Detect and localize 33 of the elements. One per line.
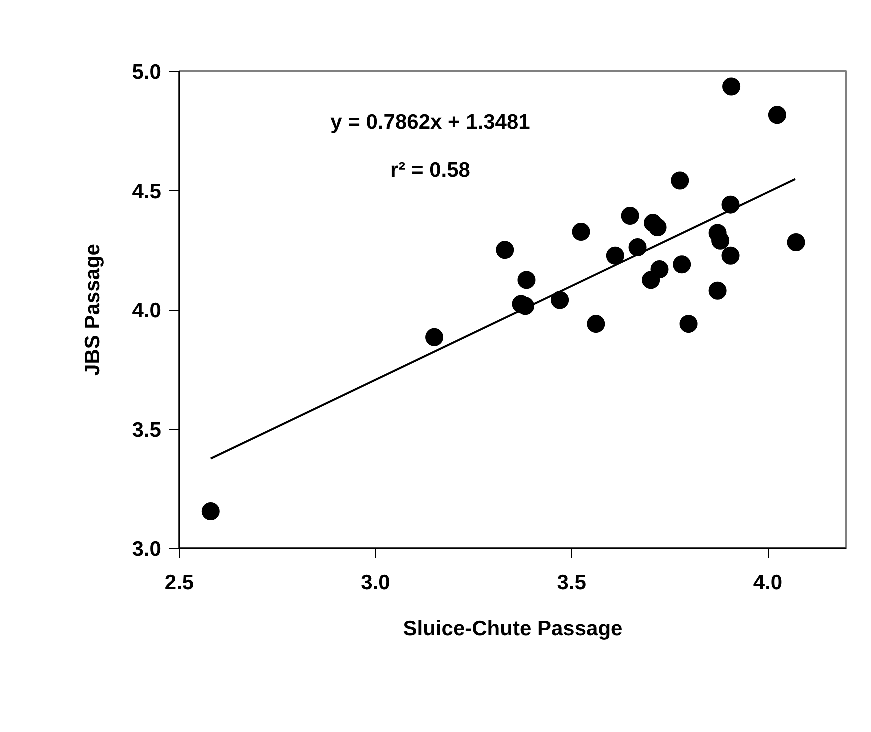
- y-tick-label: 4.0: [132, 300, 162, 322]
- point: [496, 241, 514, 260]
- point: [628, 238, 647, 256]
- point: [708, 282, 727, 300]
- x-tick-label: 4.0: [753, 572, 783, 594]
- point: [642, 271, 660, 290]
- point: [768, 106, 786, 124]
- y-tick-label: 3.5: [132, 418, 162, 442]
- point: [722, 246, 740, 265]
- point: [673, 256, 692, 274]
- point: [787, 234, 806, 252]
- annotation: y = 0.7862x + 1.3481: [330, 111, 531, 134]
- point: [671, 172, 690, 190]
- y-tick-label: 5.0: [132, 61, 162, 84]
- annotation: r² = 0.58: [390, 159, 471, 182]
- x-tick-label: 3.0: [361, 572, 390, 594]
- point: [587, 315, 606, 334]
- point: [572, 223, 590, 241]
- point: [722, 78, 741, 96]
- x-axis-title: Sluice-Chute Passage: [403, 618, 623, 640]
- y-tick-label: 3.0: [132, 538, 162, 561]
- point: [426, 328, 444, 346]
- point: [551, 291, 570, 310]
- point: [621, 207, 640, 226]
- point: [518, 271, 536, 290]
- x-tick-label: 2.5: [164, 572, 194, 594]
- point: [680, 315, 698, 334]
- point: [606, 246, 624, 265]
- y-tick-label: 4.5: [132, 180, 162, 204]
- point: [202, 502, 220, 521]
- point: [648, 218, 667, 236]
- x-tick-label: 3.5: [557, 572, 587, 594]
- y-axis-title: JBS Passage: [81, 244, 104, 376]
